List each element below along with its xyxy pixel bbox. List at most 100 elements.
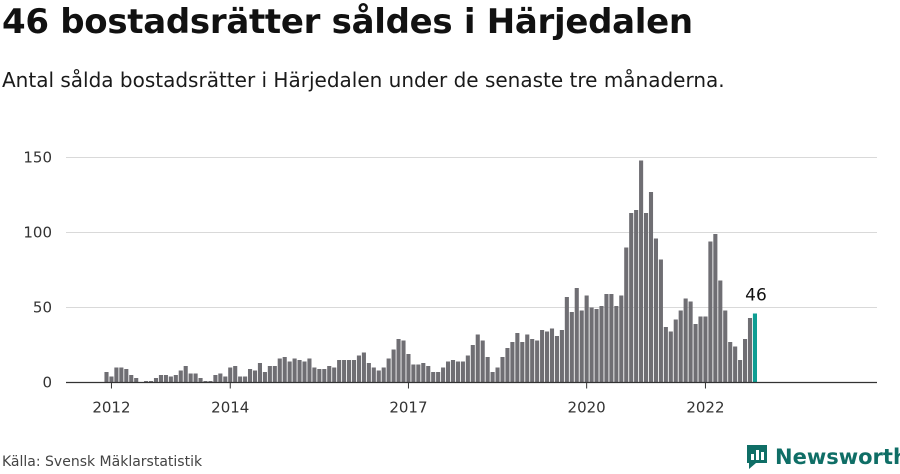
bar [520, 342, 525, 383]
bar [728, 342, 733, 383]
bar [163, 375, 168, 383]
bar [639, 160, 644, 383]
bar [262, 372, 267, 383]
bar [589, 307, 594, 383]
bar [381, 367, 386, 383]
brand-logo: Newsworthy [745, 443, 900, 471]
bar [411, 364, 416, 383]
bar [634, 210, 639, 383]
bar [718, 280, 723, 383]
bar [624, 247, 629, 383]
x-tick-label: 2012 [92, 399, 130, 417]
bar [450, 360, 456, 383]
bar [287, 361, 292, 383]
bar [376, 370, 381, 383]
highlight-value-label: 46 [745, 286, 767, 306]
bar [178, 370, 183, 383]
bar [683, 298, 688, 383]
bar [475, 334, 480, 383]
bar [153, 378, 159, 383]
bar [673, 319, 678, 383]
chart-gridlines [66, 157, 877, 308]
bar [579, 310, 584, 383]
bar [723, 310, 728, 383]
bar [693, 324, 698, 383]
bar [312, 367, 317, 383]
bar [396, 339, 401, 383]
bar [495, 367, 500, 383]
bar [238, 376, 243, 383]
y-tick-label: 0 [42, 374, 52, 392]
bar [431, 372, 436, 383]
bar [401, 340, 406, 383]
bar [149, 381, 154, 383]
x-tick-label: 2017 [389, 399, 427, 417]
bar [198, 378, 203, 383]
newsworthy-logo-icon [747, 445, 767, 469]
bar [347, 360, 352, 383]
bar [530, 339, 535, 383]
bar [703, 316, 708, 383]
bar [505, 348, 510, 383]
bar [277, 358, 282, 383]
bar [604, 294, 609, 383]
bar [272, 366, 277, 383]
bar [317, 369, 322, 383]
bar [708, 241, 713, 383]
bar [629, 213, 634, 383]
source-note: Källa: Svensk Mäklarstatistik [2, 454, 203, 470]
bar [104, 372, 109, 383]
bar [545, 331, 550, 383]
bar [525, 334, 530, 383]
bar [455, 361, 460, 383]
bar [337, 360, 342, 383]
bar [441, 367, 446, 383]
bar [124, 369, 129, 383]
bar [678, 310, 683, 383]
bar [342, 360, 347, 383]
y-tick-label: 150 [23, 149, 52, 167]
bar [480, 340, 485, 383]
bar [134, 378, 139, 383]
x-tick-label: 2022 [686, 399, 724, 417]
bar [733, 346, 738, 383]
bar [252, 370, 258, 383]
y-tick-label: 100 [23, 224, 52, 242]
bar [302, 361, 307, 383]
brand-name: Newsworthy [775, 445, 900, 469]
bar [564, 297, 569, 383]
bar [371, 367, 376, 383]
bar [599, 306, 604, 383]
bar [351, 360, 357, 383]
bar [574, 288, 579, 383]
x-tick-label: 2014 [211, 399, 249, 417]
bar [183, 366, 188, 383]
bar [644, 213, 649, 383]
bar [540, 330, 545, 383]
bar [663, 327, 668, 383]
bar [322, 369, 327, 383]
bar [594, 309, 599, 383]
bar [446, 361, 451, 383]
bar [168, 376, 173, 383]
bar [713, 234, 718, 383]
data-labels: 46 [745, 286, 767, 306]
bar [233, 366, 238, 383]
bar [510, 342, 515, 383]
bar [213, 375, 218, 383]
bar [485, 357, 490, 383]
bar [144, 381, 149, 383]
bar [109, 376, 114, 383]
chart-bars [104, 160, 757, 383]
bar [460, 361, 465, 383]
bar [549, 328, 555, 383]
bar [470, 345, 475, 383]
bar [332, 367, 337, 383]
y-tick-label: 50 [33, 299, 52, 317]
bar [559, 330, 564, 383]
bar [653, 238, 658, 383]
bar [752, 313, 757, 383]
bar [129, 375, 134, 383]
bar [208, 381, 213, 383]
